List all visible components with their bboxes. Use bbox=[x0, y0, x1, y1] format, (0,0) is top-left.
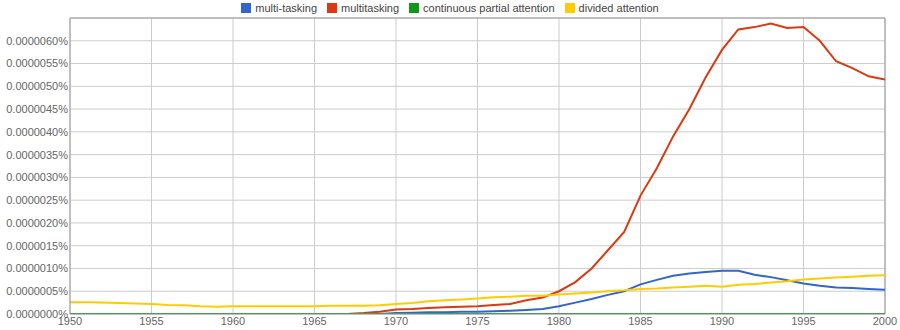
svg-text:1990: 1990 bbox=[710, 315, 734, 327]
svg-text:0.0000045%: 0.0000045% bbox=[8, 103, 68, 115]
svg-text:0.0000025%: 0.0000025% bbox=[8, 194, 68, 206]
svg-text:1995: 1995 bbox=[791, 315, 815, 327]
svg-text:0.0000020%: 0.0000020% bbox=[8, 217, 68, 229]
svg-text:0.0000005%: 0.0000005% bbox=[8, 285, 68, 297]
svg-text:0.0000055%: 0.0000055% bbox=[8, 57, 68, 69]
svg-text:1980: 1980 bbox=[547, 315, 571, 327]
svg-text:1965: 1965 bbox=[302, 315, 326, 327]
html-text:multi-tasking: multi-tasking bbox=[255, 2, 317, 14]
html-text:divided attention: divided attention bbox=[578, 2, 659, 14]
svg-text:0.0000010%: 0.0000010% bbox=[8, 262, 68, 274]
svg-text:0.0000040%: 0.0000040% bbox=[8, 126, 68, 138]
svg-text:0.0000035%: 0.0000035% bbox=[8, 149, 68, 161]
html-text:multitasking: multitasking bbox=[341, 2, 400, 14]
svg-text:1975: 1975 bbox=[465, 315, 489, 327]
svg-text:1970: 1970 bbox=[384, 315, 408, 327]
svg-text:0.0000000%: 0.0000000% bbox=[8, 308, 68, 320]
svg-text:1960: 1960 bbox=[221, 315, 245, 327]
svg-text:1985: 1985 bbox=[628, 315, 652, 327]
svg-text:0.0000060%: 0.0000060% bbox=[8, 35, 68, 47]
html-text:continuous partial attention: continuous partial attention bbox=[423, 2, 555, 14]
svg-text:1955: 1955 bbox=[139, 315, 163, 327]
svg-text:0.0000030%: 0.0000030% bbox=[8, 171, 68, 183]
svg-text:0.0000050%: 0.0000050% bbox=[8, 80, 68, 92]
svg-text:0.0000015%: 0.0000015% bbox=[8, 240, 68, 252]
svg-text:2000: 2000 bbox=[873, 315, 892, 327]
svg-text:1950: 1950 bbox=[57, 314, 83, 327]
